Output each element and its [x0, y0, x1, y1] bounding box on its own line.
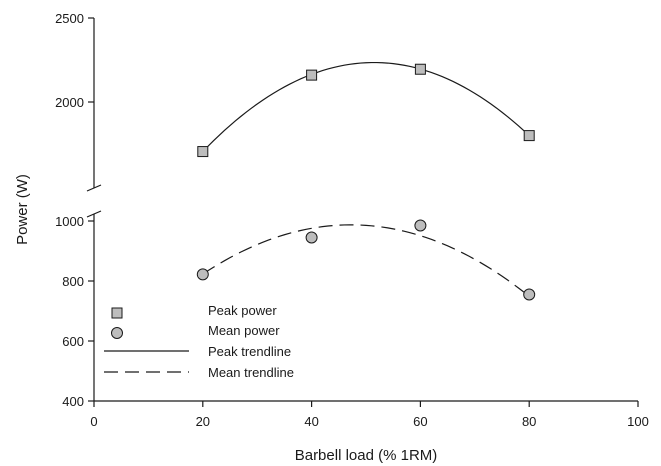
x-tick-label: 80 — [522, 414, 536, 429]
y-axis-title: Power (W) — [14, 174, 31, 245]
mean-trendline — [202, 224, 530, 297]
x-tick-label: 0 — [90, 414, 97, 429]
y-tick-label: 600 — [62, 334, 84, 349]
legend-circle-symbol — [111, 327, 123, 339]
legend-label: Mean trendline — [208, 365, 294, 380]
data-points — [196, 63, 536, 301]
y-tick-label: 1000 — [55, 214, 84, 229]
peak-power-point — [197, 146, 209, 158]
axis-break-mark-upper — [86, 184, 102, 192]
legend-label: Mean power — [208, 323, 280, 338]
y-tick-label: 2000 — [55, 95, 84, 110]
y-tick-label: 400 — [62, 394, 84, 409]
axis-break-mark-lower — [86, 210, 102, 218]
trendlines — [202, 61, 530, 297]
y-tick-label: 2500 — [55, 11, 84, 26]
y-tick-label: 800 — [62, 274, 84, 289]
legend-square-symbol — [111, 307, 123, 319]
peak-power-point — [523, 130, 535, 142]
mean-power-point — [196, 268, 209, 281]
peak-trendline — [202, 61, 530, 152]
peak-power-point — [306, 69, 318, 81]
peak-power-point — [414, 63, 426, 75]
legend-label: Peak power — [208, 303, 277, 318]
axes: 0 20 40 60 80 100 400 600 800 1000 2000 2500 — [55, 11, 649, 429]
x-tick-label: 20 — [196, 414, 210, 429]
x-tick-label: 100 — [627, 414, 649, 429]
x-tick-label: 40 — [304, 414, 318, 429]
x-tick-label: 60 — [413, 414, 427, 429]
mean-power-point — [305, 231, 318, 244]
mean-power-point — [523, 288, 536, 301]
legend-label: Peak trendline — [208, 344, 291, 359]
x-axis-title: Barbell load (% 1RM) — [295, 447, 438, 464]
mean-power-point — [414, 219, 427, 232]
legend: Peak power Mean power Peak trendline Mean t… — [104, 303, 294, 380]
